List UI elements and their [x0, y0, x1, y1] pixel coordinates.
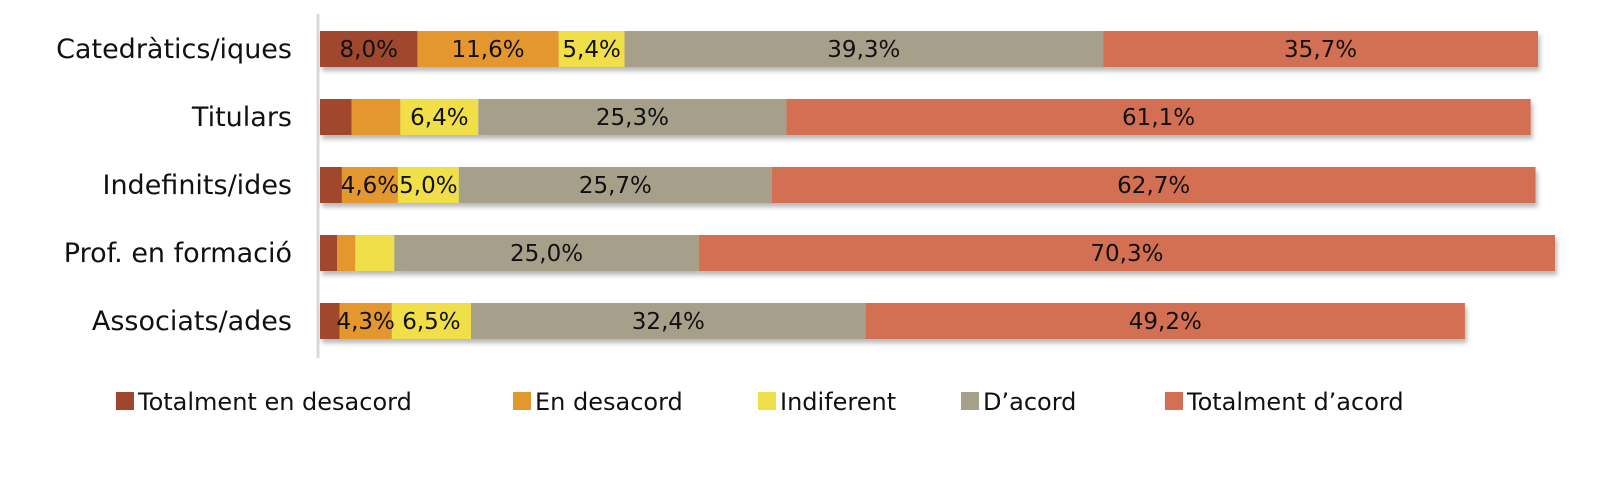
bar-segment: [400, 99, 479, 135]
data-label: 25,3%: [596, 105, 669, 131]
bar-segment: [320, 99, 352, 135]
data-label: 49,2%: [1129, 309, 1202, 335]
bar-segment: [771, 167, 1536, 203]
data-label: 70,3%: [1090, 241, 1163, 267]
bar-segment: [558, 31, 625, 67]
legend-label: Indiferent: [780, 388, 896, 416]
bar-segment: [339, 303, 392, 339]
bar-row: [320, 235, 1556, 271]
data-label: 6,4%: [410, 105, 468, 131]
legend-label: Totalment d’acord: [1186, 388, 1404, 416]
bar-segment: [471, 303, 866, 339]
legend-label: Totalment en desacord: [137, 388, 412, 416]
category-label: Prof. en formació: [64, 238, 292, 269]
bar-row: [320, 303, 1465, 339]
data-label: 62,7%: [1117, 173, 1190, 199]
bar-segment: [320, 303, 340, 339]
data-label: 4,3%: [336, 309, 394, 335]
bar-segment: [458, 167, 772, 203]
data-label: 61,1%: [1122, 105, 1195, 131]
data-label: 5,4%: [562, 37, 620, 63]
data-label: 8,0%: [340, 37, 398, 63]
bar-segment: [351, 99, 401, 135]
bar-segment: [355, 235, 395, 271]
legend-swatch: [1165, 392, 1183, 410]
data-label: 39,3%: [827, 37, 900, 63]
bar-segment: [320, 167, 342, 203]
category-label: Indefinits/ides: [102, 170, 292, 201]
bar-segment: [1103, 31, 1538, 67]
category-label: Associats/ades: [92, 306, 292, 337]
bar-segment: [341, 167, 398, 203]
bar-segment: [394, 235, 699, 271]
bar-segment: [337, 235, 356, 271]
bar-segment: [320, 235, 338, 271]
data-label: 6,5%: [402, 309, 460, 335]
bar-row: [320, 31, 1538, 67]
bar-segment: [391, 303, 472, 339]
bar-segment: [397, 167, 459, 203]
legend-swatch: [758, 392, 776, 410]
data-label: 25,0%: [510, 241, 583, 267]
bar-segment: [320, 31, 418, 67]
data-label: 11,6%: [452, 37, 525, 63]
bar-segment: [478, 99, 787, 135]
data-label: 35,7%: [1284, 37, 1357, 63]
bar-segment: [786, 99, 1531, 135]
legend-label: D’acord: [983, 388, 1076, 416]
legend-swatch: [116, 392, 134, 410]
bar-row: [320, 167, 1536, 203]
bar-row: [320, 99, 1531, 135]
bar-segment: [698, 235, 1556, 271]
bar-segment: [417, 31, 559, 67]
legend-label: En desacord: [535, 388, 683, 416]
legend-swatch: [513, 392, 531, 410]
legend-swatch: [961, 392, 979, 410]
data-label: 32,4%: [632, 309, 705, 335]
bar-segment: [865, 303, 1465, 339]
data-label: 25,7%: [579, 173, 652, 199]
bar-segment: [624, 31, 1104, 67]
category-label: Titulars: [191, 102, 292, 133]
data-label: 5,0%: [399, 173, 457, 199]
data-label: 4,6%: [341, 173, 399, 199]
category-label: Catedràtics/iques: [56, 34, 292, 65]
